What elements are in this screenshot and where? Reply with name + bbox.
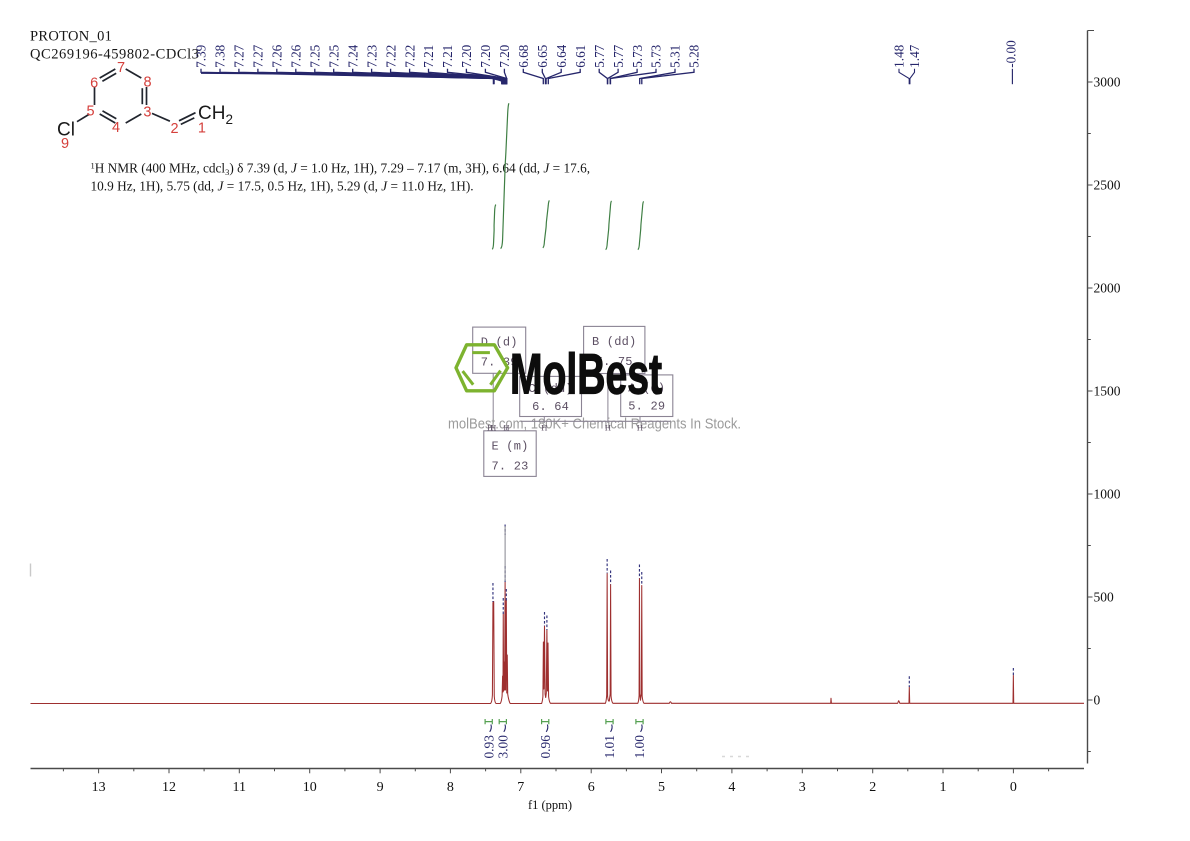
svg-text:1.01: 1.01 <box>602 735 617 758</box>
svg-text:7.24: 7.24 <box>345 44 360 67</box>
svg-text:Cl: Cl <box>57 120 75 141</box>
svg-text:1.47: 1.47 <box>907 44 922 67</box>
svg-text:7.20: 7.20 <box>478 44 493 67</box>
svg-text:6.61: 6.61 <box>573 45 588 68</box>
svg-text:7. 23: 7. 23 <box>491 459 528 473</box>
svg-text:5.73: 5.73 <box>630 44 645 67</box>
svg-text:7.25: 7.25 <box>308 44 323 67</box>
svg-text:5.73: 5.73 <box>649 44 664 67</box>
svg-text:5. 29: 5. 29 <box>628 399 665 413</box>
svg-text:0: 0 <box>1094 693 1101 708</box>
svg-text:3: 3 <box>143 105 151 121</box>
svg-text:13: 13 <box>92 780 106 795</box>
svg-text:f1 (ppm): f1 (ppm) <box>528 798 572 812</box>
svg-text:9: 9 <box>61 136 69 152</box>
svg-text:5.28: 5.28 <box>687 44 702 67</box>
svg-text:0.96: 0.96 <box>538 735 553 759</box>
svg-text:5.77: 5.77 <box>592 44 607 67</box>
svg-text:6. 64: 6. 64 <box>532 400 569 414</box>
svg-text:12: 12 <box>162 780 176 795</box>
svg-text:7.22: 7.22 <box>402 45 417 68</box>
svg-text:1: 1 <box>198 121 206 137</box>
svg-text:-0.00: -0.00 <box>1003 40 1018 68</box>
svg-text:5.31: 5.31 <box>668 45 683 68</box>
svg-text:8: 8 <box>447 780 454 795</box>
svg-text:1.00: 1.00 <box>632 735 647 759</box>
svg-text:H: H <box>605 423 611 433</box>
svg-text:3.00: 3.00 <box>496 735 511 759</box>
svg-text:6: 6 <box>588 780 595 795</box>
svg-text:1.48: 1.48 <box>892 44 907 67</box>
svg-text:2: 2 <box>869 780 876 795</box>
svg-text:7.26: 7.26 <box>270 44 285 67</box>
svg-text:7.27: 7.27 <box>232 44 247 67</box>
svg-text:6.68: 6.68 <box>516 44 531 67</box>
svg-text:1: 1 <box>940 780 947 795</box>
svg-text:7.20: 7.20 <box>459 44 474 67</box>
svg-text:7.26: 7.26 <box>289 44 304 67</box>
svg-text:2: 2 <box>170 121 178 137</box>
svg-text:H: H <box>487 423 493 433</box>
svg-text:H: H <box>503 423 509 433</box>
svg-text:9: 9 <box>377 780 384 795</box>
svg-text:1500: 1500 <box>1094 384 1121 399</box>
svg-text:7: 7 <box>117 60 125 76</box>
svg-text:molBest.com, 180K+ Chemical Re: molBest.com, 180K+ Chemical Reagents In … <box>448 416 741 432</box>
svg-text:2500: 2500 <box>1094 178 1121 193</box>
svg-text:500: 500 <box>1094 590 1115 605</box>
svg-text:7.21: 7.21 <box>440 45 455 68</box>
svg-text:11: 11 <box>233 780 246 795</box>
svg-text:E (m): E (m) <box>491 439 528 453</box>
svg-text:1H NMR (400 MHz, cdcl3) δ 7.39: 1H NMR (400 MHz, cdcl3) δ 7.39 (d, J = 1… <box>91 161 591 178</box>
svg-text:7.21: 7.21 <box>421 45 436 68</box>
svg-text:10: 10 <box>303 780 317 795</box>
svg-text:6.64: 6.64 <box>554 44 569 67</box>
svg-text:10.9 Hz, 1H), 5.75 (dd, J = 17: 10.9 Hz, 1H), 5.75 (dd, J = 17.5, 0.5 Hz… <box>91 179 474 194</box>
svg-text:5: 5 <box>86 104 94 120</box>
svg-text:4: 4 <box>112 120 120 136</box>
svg-text:7.27: 7.27 <box>251 44 266 67</box>
svg-text:H: H <box>637 423 643 433</box>
svg-text:H: H <box>541 423 547 433</box>
svg-text:7: 7 <box>517 780 524 795</box>
svg-text:5.77: 5.77 <box>611 44 626 67</box>
svg-text:7.20: 7.20 <box>497 44 512 67</box>
svg-text:6.65: 6.65 <box>535 44 550 67</box>
svg-text:5: 5 <box>658 780 665 795</box>
svg-text:7.39: 7.39 <box>194 44 209 67</box>
svg-text:C (dd): C (dd) <box>528 382 572 396</box>
svg-text:4: 4 <box>728 780 735 795</box>
svg-text:7.23: 7.23 <box>364 44 379 67</box>
svg-text:7.22: 7.22 <box>383 45 398 68</box>
svg-text:3: 3 <box>799 780 806 795</box>
svg-text:QC269196-459802-CDCl3: QC269196-459802-CDCl3 <box>30 47 199 63</box>
svg-text:2000: 2000 <box>1094 281 1121 296</box>
svg-text:7.38: 7.38 <box>213 44 228 67</box>
svg-text:7.25: 7.25 <box>326 44 341 67</box>
svg-text:3000: 3000 <box>1094 75 1121 90</box>
svg-text:8: 8 <box>143 75 151 91</box>
svg-text:6: 6 <box>90 76 98 92</box>
svg-text:0: 0 <box>1010 780 1017 795</box>
svg-text:MolBest: MolBest <box>510 342 662 406</box>
svg-text:1000: 1000 <box>1094 487 1121 502</box>
svg-text:0.93: 0.93 <box>481 735 496 759</box>
svg-text:A (d): A (d) <box>628 381 665 395</box>
svg-text:5. 75: 5. 75 <box>596 355 633 369</box>
svg-text:PROTON_01: PROTON_01 <box>30 29 112 45</box>
svg-text:H: H <box>490 423 496 433</box>
svg-text:B (dd): B (dd) <box>592 335 636 349</box>
